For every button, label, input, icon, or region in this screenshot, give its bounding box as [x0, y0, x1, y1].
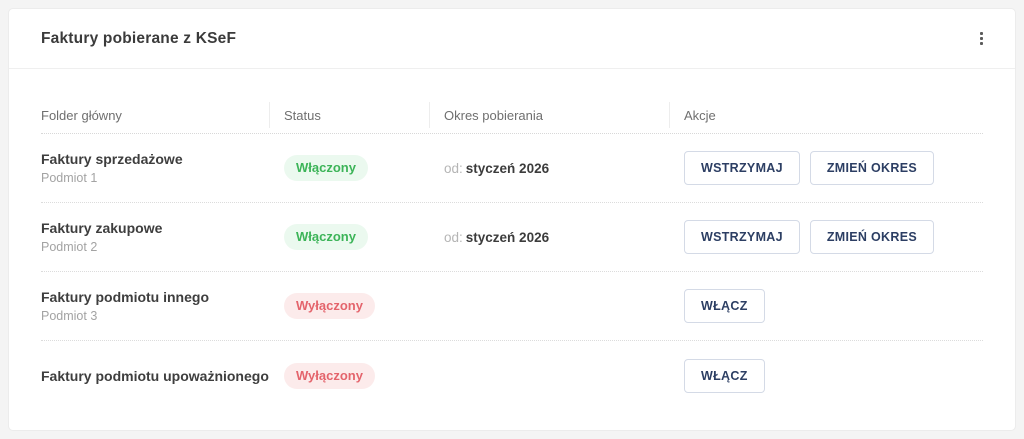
- period-value: styczeń 2026: [465, 229, 550, 245]
- column-header-actions: Akcje: [669, 108, 983, 123]
- card-header: Faktury pobierane z KSeF: [9, 9, 1015, 69]
- period-value: styczeń 2026: [465, 160, 550, 176]
- status-badge: Włączony: [284, 155, 368, 181]
- status-cell: Wyłączony: [269, 293, 429, 319]
- folder-name: Faktury zakupowe: [41, 220, 163, 236]
- kebab-dot: [980, 32, 983, 35]
- actions-cell: WŁĄCZ: [669, 289, 983, 323]
- kebab-dot: [980, 42, 983, 45]
- column-header-folder: Folder główny: [41, 107, 122, 123]
- folder-subtitle: Podmiot 2: [41, 240, 98, 254]
- zmien-okres-button[interactable]: ZMIEŃ OKRES: [809, 151, 934, 185]
- kebab-dot: [980, 37, 983, 40]
- period-cell: od: styczeń 2026: [429, 161, 669, 176]
- period-cell: od: styczeń 2026: [429, 230, 669, 245]
- period-prefix: od:: [444, 160, 463, 176]
- folder-subtitle: Podmiot 3: [41, 309, 98, 323]
- status-cell: Wyłączony: [269, 362, 429, 389]
- status-badge: Wyłączony: [284, 293, 375, 319]
- folder-name: Faktury podmiotu innego: [41, 289, 209, 305]
- folder-name: Faktury podmiotu upoważnionego: [41, 367, 269, 384]
- folder-cell: Faktury sprzedażowe Podmiot 1: [41, 151, 269, 185]
- status-badge: Wyłączony: [284, 362, 375, 389]
- invoices-table: Folder główny Status Okres pobierania Ak…: [9, 69, 1015, 410]
- status-badge: Włączony: [284, 224, 368, 250]
- actions-cell: WSTRZYMAJ ZMIEŃ OKRES: [669, 220, 983, 254]
- table-row: Faktury sprzedażowe Podmiot 1 Włączony o…: [41, 134, 983, 203]
- wstrzymaj-button[interactable]: WSTRZYMAJ: [684, 220, 800, 254]
- wlacz-button[interactable]: WŁĄCZ: [684, 289, 765, 323]
- ksef-invoices-card: Faktury pobierane z KSeF Folder główny S…: [8, 8, 1016, 431]
- zmien-okres-button[interactable]: ZMIEŃ OKRES: [809, 220, 934, 254]
- period-prefix: od:: [444, 229, 463, 245]
- wstrzymaj-button[interactable]: WSTRZYMAJ: [684, 151, 800, 185]
- folder-cell: Faktury zakupowe Podmiot 2: [41, 220, 269, 254]
- table-row: Faktury podmiotu upoważnionego Wyłączony…: [41, 341, 983, 410]
- column-header-status: Status: [269, 108, 429, 123]
- table-row: Faktury zakupowe Podmiot 2 Włączony od: s…: [41, 203, 983, 272]
- folder-cell: Faktury podmiotu upoważnionego: [41, 368, 269, 384]
- table-row: Faktury podmiotu innego Podmiot 3 Wyłącz…: [41, 272, 983, 341]
- status-cell: Włączony: [269, 155, 429, 181]
- column-header-period: Okres pobierania: [429, 108, 669, 123]
- wlacz-button[interactable]: WŁĄCZ: [684, 358, 765, 393]
- folder-name: Faktury sprzedażowe: [41, 151, 183, 167]
- folder-cell: Faktury podmiotu innego Podmiot 3: [41, 289, 269, 323]
- page-title: Faktury pobierane z KSeF: [41, 29, 237, 47]
- folder-subtitle: Podmiot 1: [41, 171, 98, 185]
- status-cell: Włączony: [269, 224, 429, 250]
- table-header: Folder główny Status Okres pobierania Ak…: [41, 69, 983, 134]
- kebab-menu-icon[interactable]: [974, 27, 989, 50]
- actions-cell: WSTRZYMAJ ZMIEŃ OKRES: [669, 151, 983, 185]
- actions-cell: WŁĄCZ: [669, 358, 983, 393]
